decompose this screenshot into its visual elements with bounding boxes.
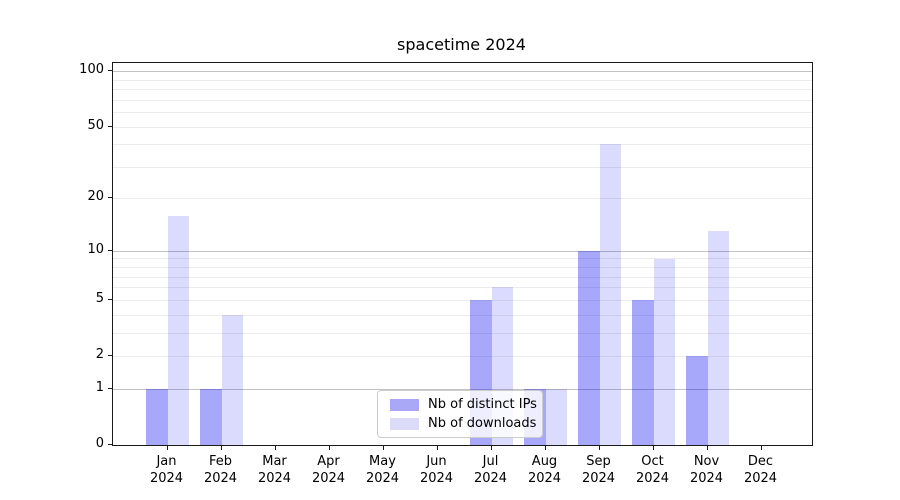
y-tick — [108, 298, 112, 300]
x-tick-label: Nov 2024 — [689, 454, 724, 486]
x-tick — [598, 446, 600, 450]
major-gridline — [113, 71, 812, 73]
x-tick — [220, 446, 222, 450]
x-tick-label: Jun 2024 — [419, 454, 454, 486]
x-tick-label: Mar 2024 — [257, 454, 292, 486]
legend-label: Nb of downloads — [428, 416, 537, 431]
y-tick — [108, 125, 112, 127]
x-tick-label: Oct 2024 — [635, 454, 670, 486]
y-tick — [108, 387, 112, 389]
bar-distinct-ips-nov — [686, 356, 708, 445]
y-tick-label: 1 — [95, 379, 104, 395]
x-tick — [436, 446, 438, 450]
legend-entry: Nb of downloads — [390, 414, 536, 433]
y-tick-label: 100 — [79, 62, 104, 78]
minor-gridline — [113, 314, 812, 316]
bar-distinct-ips-sep — [578, 250, 600, 445]
bar-downloads-feb — [221, 314, 243, 445]
plot-area — [112, 62, 813, 446]
bar-downloads-nov — [707, 231, 729, 445]
bar-downloads-aug — [545, 388, 567, 445]
minor-gridline — [113, 258, 812, 260]
bar-distinct-ips-feb — [200, 388, 222, 445]
y-tick-label: 10 — [87, 241, 104, 257]
x-tick-label: Jul 2024 — [473, 454, 508, 486]
y-tick — [108, 70, 112, 72]
minor-gridline — [113, 276, 812, 278]
y-tick-label: 2 — [95, 347, 104, 362]
minor-gridline — [113, 89, 812, 91]
minor-gridline — [113, 198, 812, 200]
minor-gridline — [113, 267, 812, 269]
bar-downloads-oct — [653, 258, 675, 445]
y-tick-label: 50 — [87, 117, 104, 133]
x-tick-label: Dec 2024 — [743, 454, 778, 486]
legend-entry: Nb of distinct IPs — [390, 395, 537, 414]
legend-label: Nb of distinct IPs — [428, 397, 537, 412]
minor-gridline — [113, 299, 812, 301]
legend-swatch-distinct-ips — [390, 398, 419, 411]
x-tick-label: Feb 2024 — [203, 454, 238, 486]
y-tick-label: 5 — [95, 290, 104, 306]
minor-gridline — [113, 332, 812, 334]
x-tick — [652, 446, 654, 450]
bar-downloads-sep — [599, 144, 621, 445]
bar-downloads-jan — [167, 215, 189, 445]
y-tick — [108, 197, 112, 199]
x-tick — [382, 446, 384, 450]
x-tick-label: Aug 2024 — [527, 454, 562, 486]
x-tick — [274, 446, 276, 450]
major-gridline — [113, 388, 812, 390]
x-tick-label: Apr 2024 — [311, 454, 346, 486]
x-tick — [706, 446, 708, 450]
minor-gridline — [113, 79, 812, 81]
minor-gridline — [113, 356, 812, 357]
y-tick — [108, 444, 112, 445]
minor-gridline — [113, 166, 812, 168]
major-gridline — [113, 250, 812, 252]
x-tick — [544, 446, 546, 450]
minor-gridline — [113, 99, 812, 101]
y-tick — [108, 355, 112, 356]
minor-gridline — [113, 287, 812, 289]
y-tick-label: 20 — [87, 189, 104, 205]
legend-swatch-downloads — [390, 417, 419, 430]
x-tick — [166, 446, 168, 450]
x-tick-label: Jan 2024 — [149, 454, 184, 486]
y-tick — [108, 249, 112, 251]
bar-distinct-ips-oct — [632, 299, 654, 445]
minor-gridline — [113, 112, 812, 114]
legend: Nb of distinct IPs Nb of downloads — [377, 390, 543, 438]
y-tick-label: 0 — [95, 436, 104, 451]
minor-gridline — [113, 126, 812, 128]
minor-gridline — [113, 144, 812, 146]
x-tick-label: Sep 2024 — [581, 454, 616, 486]
x-tick — [490, 446, 492, 450]
x-tick — [328, 446, 330, 450]
chart-title: spacetime 2024 — [397, 35, 526, 54]
x-tick-label: May 2024 — [365, 454, 400, 486]
x-tick — [760, 446, 762, 450]
bar-distinct-ips-jan — [146, 388, 168, 445]
